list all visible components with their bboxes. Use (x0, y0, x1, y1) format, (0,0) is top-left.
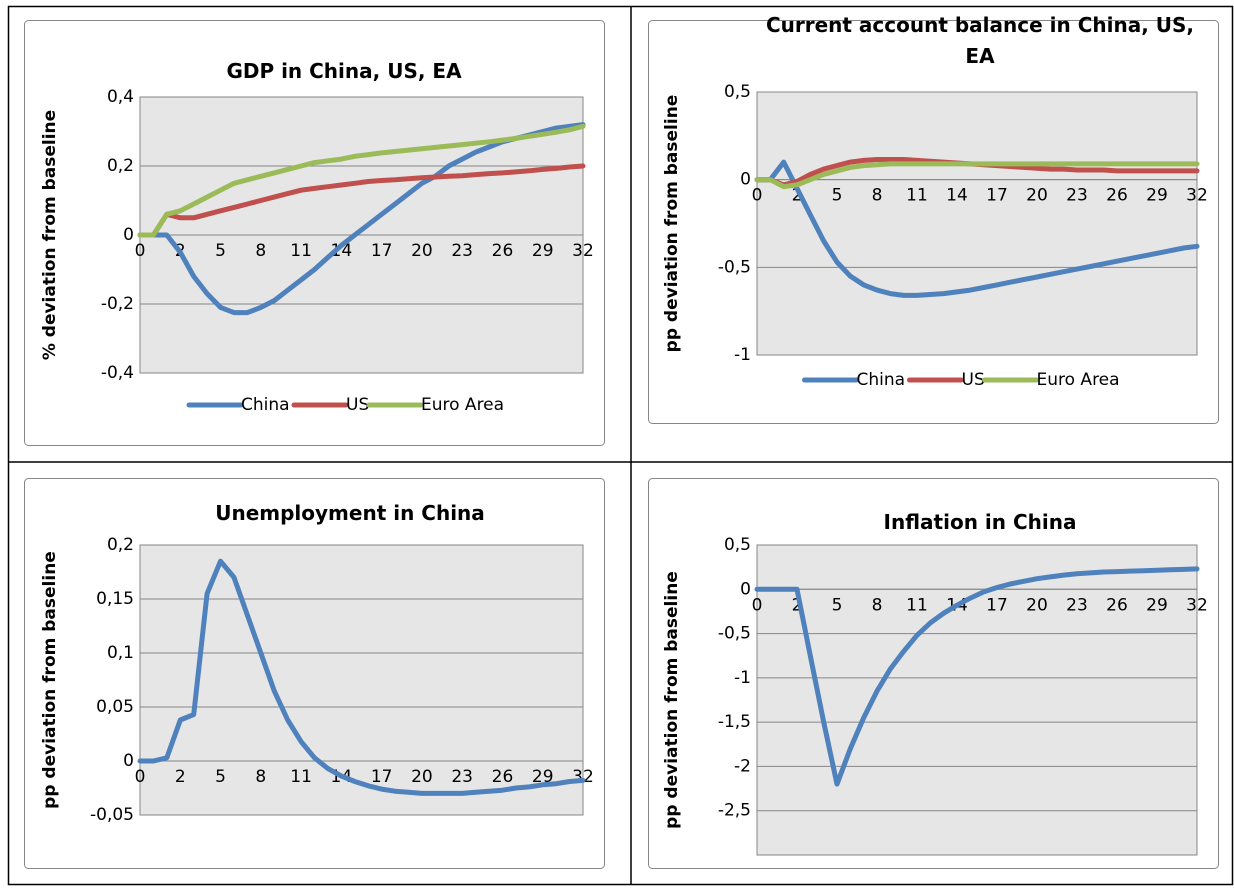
y-tick-label: -0,4 (101, 363, 134, 383)
x-tick-label: 8 (872, 595, 883, 615)
x-tick-label: 17 (371, 767, 393, 787)
x-tick-label: 23 (451, 241, 473, 261)
legend-label: China (857, 370, 906, 390)
plot-area (139, 544, 584, 816)
y-tick-label: 0,5 (724, 82, 751, 102)
x-tick-label: 17 (371, 241, 393, 261)
x-tick-label: 5 (215, 767, 226, 787)
chart-title-box: Unemployment in China (215, 501, 485, 525)
x-tick-label: 23 (1066, 186, 1088, 206)
x-tick-label: 20 (411, 767, 433, 787)
plot-area (756, 544, 1198, 856)
x-tick-label: 8 (255, 767, 266, 787)
x-tick-label: 14 (331, 241, 353, 261)
x-tick-label: 29 (1146, 595, 1168, 615)
y-tick-label: -0,05 (90, 805, 134, 825)
data-line (137, 163, 586, 238)
chart-title: Unemployment in China (215, 501, 485, 525)
x-tick-label: 0 (135, 767, 146, 787)
x-tick-label: 5 (215, 241, 226, 261)
x-tick-label: 8 (255, 241, 266, 261)
x-tick-label: 26 (1106, 595, 1128, 615)
chart-title: Current account balance in China, US, EA (765, 13, 1195, 68)
x-tick-label: 20 (1026, 186, 1048, 206)
x-tick-label: 32 (572, 241, 594, 261)
data-line (137, 123, 586, 238)
data-line (754, 161, 1200, 190)
legend-label: Euro Area (1037, 370, 1120, 390)
y-axis-label: pp deviation from baseline (40, 551, 60, 809)
x-tick-label: 0 (752, 595, 763, 615)
x-tick-label: 17 (986, 595, 1008, 615)
x-tick-label: 0 (135, 241, 146, 261)
y-tick-label: -0,5 (718, 257, 751, 277)
y-tick-label: -1 (734, 668, 751, 688)
x-tick-label: 32 (1186, 595, 1208, 615)
y-tick-label: 0,4 (107, 87, 134, 107)
legend-label: US (346, 395, 369, 415)
y-tick-label: 0,05 (96, 697, 134, 717)
x-tick-label: 29 (532, 241, 554, 261)
x-tick-label: 32 (1186, 186, 1208, 206)
y-tick-label: -2,5 (718, 801, 751, 821)
x-tick-label: 29 (1146, 186, 1168, 206)
y-tick-label: 0 (123, 225, 134, 245)
y-tick-label: -0,2 (101, 294, 134, 314)
x-tick-label: 26 (492, 767, 514, 787)
y-axis-label: pp deviation from baseline (662, 571, 682, 829)
y-tick-label: 0,2 (107, 156, 134, 176)
x-tick-label: 0 (752, 186, 763, 206)
x-tick-label: 2 (792, 595, 803, 615)
x-tick-label: 11 (290, 241, 312, 261)
chart-title-box: Inflation in China (883, 510, 1077, 534)
x-tick-label: 5 (832, 186, 843, 206)
x-tick-label: 5 (832, 595, 843, 615)
data-line (754, 159, 1200, 298)
x-tick-label: 23 (1066, 595, 1088, 615)
x-tick-label: 17 (986, 186, 1008, 206)
x-tick-label: 23 (451, 767, 473, 787)
x-tick-label: 11 (906, 186, 928, 206)
y-tick-label: -0,5 (718, 624, 751, 644)
y-tick-label: 0,1 (107, 643, 134, 663)
legend-label: China (241, 395, 290, 415)
x-tick-label: 32 (572, 767, 594, 787)
legend-label: US (962, 370, 985, 390)
x-tick-label: 8 (872, 186, 883, 206)
y-tick-label: 0,2 (107, 535, 134, 555)
y-axis-label: % deviation from baseline (40, 110, 60, 360)
table-border (7, 5, 1234, 886)
x-tick-label: 26 (1106, 186, 1128, 206)
y-tick-label: 0 (740, 170, 751, 190)
data-line (137, 558, 586, 796)
x-tick-label: 2 (792, 186, 803, 206)
x-tick-label: 20 (1026, 595, 1048, 615)
x-tick-label: 11 (290, 767, 312, 787)
y-tick-label: 0 (123, 751, 134, 771)
x-tick-label: 20 (411, 241, 433, 261)
chart-title-box: GDP in China, US, EA (226, 59, 462, 83)
y-axis-label: pp deviation from baseline (662, 95, 682, 353)
chart-title: Inflation in China (883, 510, 1077, 534)
chart-title: GDP in China, US, EA (226, 59, 462, 83)
x-tick-label: 26 (492, 241, 514, 261)
chart-title-box: Current account balance in China, US, EA (765, 13, 1195, 68)
x-tick-label: 11 (906, 595, 928, 615)
y-tick-label: -1,5 (718, 712, 751, 732)
y-tick-label: -1 (734, 345, 751, 365)
data-line (754, 566, 1200, 787)
x-tick-label: 14 (946, 186, 968, 206)
y-tick-label: 0 (740, 579, 751, 599)
plot-area (756, 91, 1198, 356)
y-tick-label: 0,15 (96, 589, 134, 609)
y-tick-label: 0,5 (724, 535, 751, 555)
y-tick-label: -2 (734, 756, 751, 776)
legend-label: Euro Area (421, 395, 504, 415)
x-tick-label: 2 (175, 767, 186, 787)
